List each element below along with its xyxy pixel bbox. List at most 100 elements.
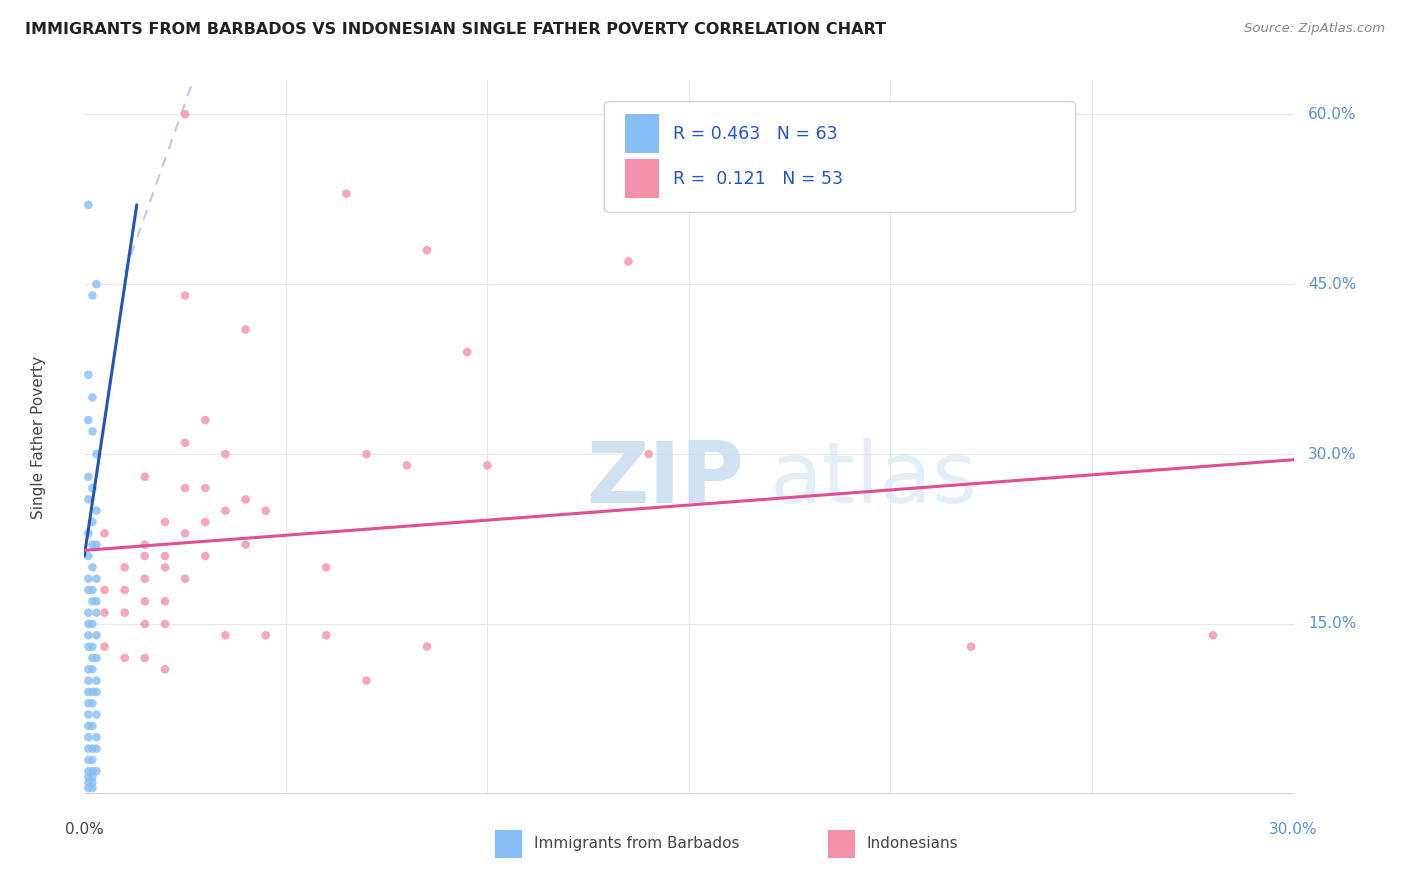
Point [153, 594, 176, 608]
Text: Indonesians: Indonesians [866, 837, 959, 851]
Point [395, 458, 418, 473]
Text: 0.0%: 0.0% [65, 822, 104, 838]
Point [194, 515, 217, 529]
Point [86, 764, 108, 779]
Point [235, 322, 257, 336]
FancyBboxPatch shape [624, 114, 659, 153]
Text: 60.0%: 60.0% [1308, 107, 1357, 122]
Point [82, 719, 104, 733]
Point [477, 458, 499, 473]
Point [82, 560, 104, 574]
Point [214, 504, 236, 518]
Point [77, 707, 100, 722]
Point [153, 549, 176, 563]
Point [77, 617, 100, 632]
Point [77, 775, 100, 789]
Text: R = 0.463   N = 63: R = 0.463 N = 63 [673, 125, 838, 143]
Point [77, 781, 100, 796]
Point [82, 696, 104, 710]
Point [637, 447, 659, 461]
Point [174, 435, 197, 450]
Point [77, 469, 100, 483]
Point [86, 504, 108, 518]
Point [235, 492, 257, 507]
Point [93, 606, 115, 620]
Point [77, 549, 100, 563]
Text: 30.0%: 30.0% [1308, 447, 1357, 461]
Point [134, 572, 156, 586]
Point [356, 673, 378, 688]
Point [82, 640, 104, 654]
Text: 45.0%: 45.0% [1308, 277, 1357, 292]
Point [77, 640, 100, 654]
Point [134, 469, 156, 483]
Point [77, 572, 100, 586]
Point [114, 651, 136, 665]
Point [86, 594, 108, 608]
Point [77, 662, 100, 676]
Point [77, 741, 100, 756]
Text: IMMIGRANTS FROM BARBADOS VS INDONESIAN SINGLE FATHER POVERTY CORRELATION CHART: IMMIGRANTS FROM BARBADOS VS INDONESIAN S… [25, 22, 886, 37]
Point [86, 277, 108, 292]
Point [77, 198, 100, 212]
Point [82, 538, 104, 552]
FancyBboxPatch shape [624, 159, 659, 198]
Point [82, 651, 104, 665]
FancyBboxPatch shape [828, 830, 855, 858]
Point [77, 696, 100, 710]
Point [86, 628, 108, 642]
Point [82, 781, 104, 796]
Point [134, 594, 156, 608]
Point [86, 673, 108, 688]
Point [82, 594, 104, 608]
Point [254, 504, 277, 518]
Point [86, 538, 108, 552]
Point [77, 413, 100, 427]
Point [77, 368, 100, 382]
Text: Immigrants from Barbados: Immigrants from Barbados [534, 837, 740, 851]
Text: atlas: atlas [770, 438, 979, 522]
Point [82, 685, 104, 699]
Point [153, 662, 176, 676]
Point [315, 560, 337, 574]
Point [114, 606, 136, 620]
Point [77, 731, 100, 745]
Point [82, 582, 104, 597]
Point [93, 582, 115, 597]
Point [134, 538, 156, 552]
Text: ZIP: ZIP [586, 438, 744, 522]
Point [114, 582, 136, 597]
FancyBboxPatch shape [605, 102, 1076, 212]
Point [114, 560, 136, 574]
Point [134, 617, 156, 632]
Text: 15.0%: 15.0% [1308, 616, 1357, 632]
Point [86, 651, 108, 665]
Point [93, 640, 115, 654]
Point [82, 775, 104, 789]
Point [93, 526, 115, 541]
Point [214, 447, 236, 461]
Point [77, 582, 100, 597]
Text: Source: ZipAtlas.com: Source: ZipAtlas.com [1244, 22, 1385, 36]
Text: Single Father Poverty: Single Father Poverty [31, 356, 46, 518]
Point [82, 617, 104, 632]
Point [86, 731, 108, 745]
Text: 30.0%: 30.0% [1270, 822, 1317, 838]
Point [86, 707, 108, 722]
Point [153, 560, 176, 574]
Point [82, 662, 104, 676]
Point [77, 673, 100, 688]
Point [77, 685, 100, 699]
Point [134, 651, 156, 665]
Point [86, 741, 108, 756]
Point [1202, 628, 1225, 642]
Point [174, 107, 197, 121]
Point [82, 515, 104, 529]
Point [77, 770, 100, 784]
Point [86, 606, 108, 620]
Point [82, 741, 104, 756]
Point [214, 628, 236, 642]
Point [134, 549, 156, 563]
Point [356, 447, 378, 461]
Point [194, 549, 217, 563]
